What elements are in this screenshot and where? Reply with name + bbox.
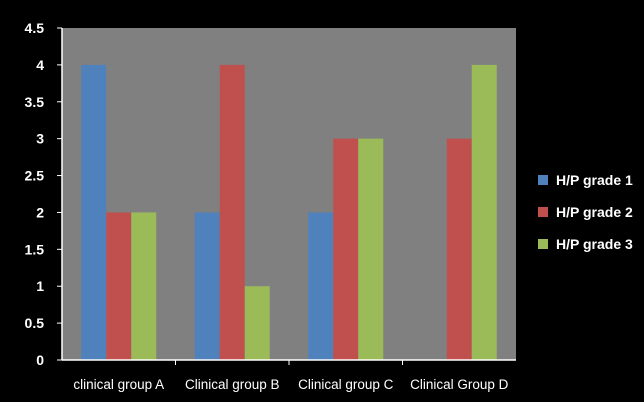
y-tick-label: 0 bbox=[36, 352, 44, 368]
x-category-label: clinical group A bbox=[73, 377, 164, 392]
x-category-label: Clinical group B bbox=[185, 377, 280, 392]
x-category-label: Clinical Group D bbox=[410, 377, 509, 392]
bar-2-3 bbox=[244, 286, 270, 360]
y-tick-label: 3 bbox=[36, 131, 44, 147]
y-tick-label: 2 bbox=[36, 204, 44, 220]
y-tick-label: 4.5 bbox=[25, 20, 45, 36]
x-category-label: Clinical group C bbox=[298, 377, 394, 392]
y-tick-label: 0.5 bbox=[25, 315, 45, 331]
bar-2-2 bbox=[219, 64, 245, 360]
x-axis-categories: clinical group A Clinical group B Clinical… bbox=[73, 360, 509, 392]
bar-1-3 bbox=[131, 212, 157, 360]
bar-2-1 bbox=[194, 212, 220, 360]
y-axis-ticks: 0 0.5 1 1.5 2 2.5 3 3.5 4 4.5 bbox=[25, 20, 62, 368]
bar-4-3 bbox=[471, 64, 497, 360]
bar-4-2 bbox=[446, 138, 472, 360]
y-tick-label: 1.5 bbox=[25, 241, 45, 257]
bar-3-3 bbox=[358, 138, 384, 360]
legend-swatch-2 bbox=[538, 207, 548, 217]
legend-label-2: H/P grade 2 bbox=[556, 204, 633, 220]
y-tick-label: 2.5 bbox=[25, 168, 45, 184]
y-tick-label: 4 bbox=[36, 57, 44, 73]
bar-3-2 bbox=[333, 138, 359, 360]
legend: H/P grade 1 H/P grade 2 H/P grade 3 bbox=[538, 172, 633, 252]
bar-1-1 bbox=[81, 64, 107, 360]
legend-swatch-3 bbox=[538, 239, 548, 249]
bar-1-2 bbox=[106, 212, 132, 360]
legend-label-1: H/P grade 1 bbox=[556, 172, 633, 188]
y-tick-label: 1 bbox=[36, 278, 44, 294]
legend-swatch-1 bbox=[538, 175, 548, 185]
y-tick-label: 3.5 bbox=[25, 94, 45, 110]
bars-layer bbox=[81, 64, 497, 360]
legend-label-3: H/P grade 3 bbox=[556, 236, 633, 252]
bar-3-1 bbox=[308, 212, 334, 360]
